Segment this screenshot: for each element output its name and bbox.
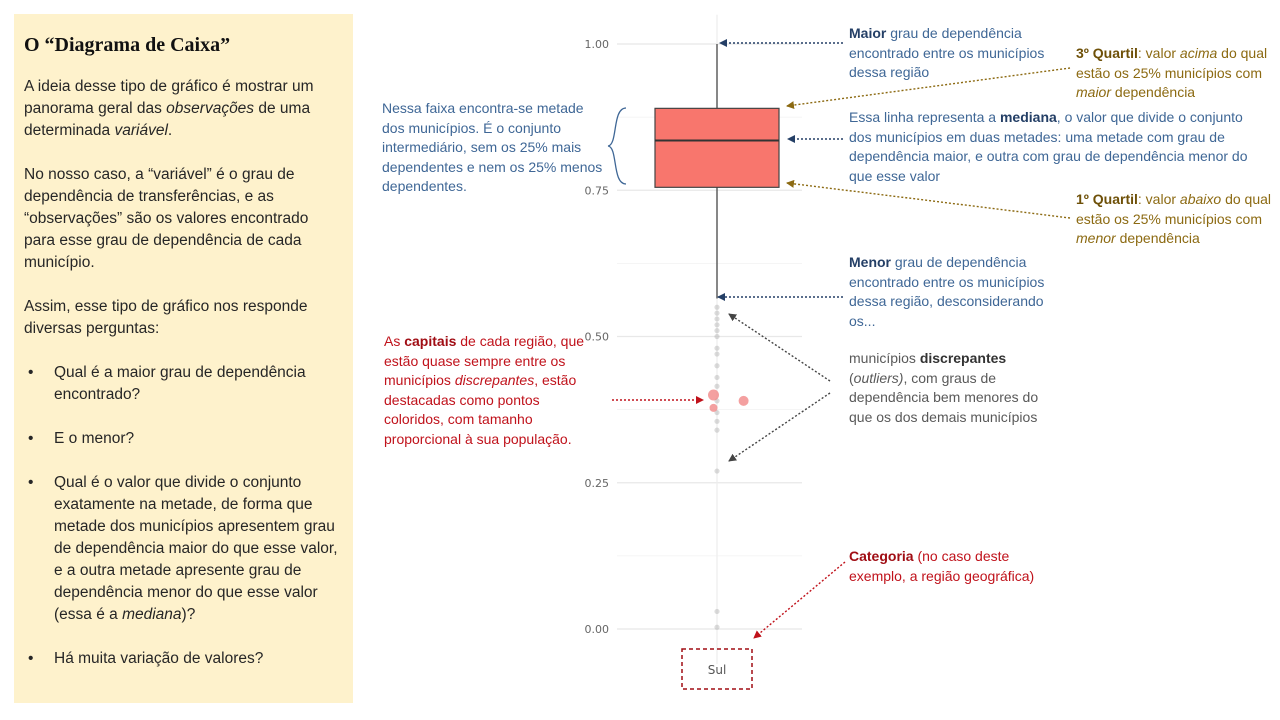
list-item: • Há muita variação de valores?: [24, 648, 343, 670]
outlier-point: [714, 608, 720, 615]
outlier-point: [714, 383, 720, 389]
capital-point: [738, 395, 749, 406]
list-item: • E o menor?: [24, 428, 343, 450]
brace-icon: [607, 107, 627, 185]
annotation-interquartile: Nessa faixa encontra-se metade dos munic…: [382, 100, 603, 194]
category-highlight-box: [681, 648, 753, 690]
outlier-point: [714, 374, 720, 381]
outlier-point: [714, 333, 720, 340]
annotation-capitals: As capitais de cada região, que estão qu…: [384, 333, 585, 447]
arrow-category: [753, 561, 846, 639]
arrow-q1: [786, 179, 1071, 219]
annotation-category: Categoria (no caso deste exemplo, a regi…: [849, 548, 1035, 584]
annotation-median: Essa linha representa a mediana, o valor…: [849, 109, 1248, 184]
bullet-icon: •: [28, 474, 34, 491]
panel-title: O “Diagrama de Caixa”: [24, 34, 231, 56]
y-axis-ticks: 0.00 0.25 0.50 0.75 1.00: [585, 38, 610, 636]
annotation-max: Maior grau de dependência encontrado ent…: [849, 25, 1045, 80]
outlier-point: [714, 304, 720, 310]
outlier-point: [714, 624, 720, 630]
outlier-point: [714, 363, 720, 369]
annotation-outliers: municípios discrepantes (outliers), com …: [849, 350, 1039, 425]
outlier-point: [714, 328, 720, 334]
explanation-panel: O “Diagrama de Caixa” A ideia desse tipo…: [14, 14, 353, 703]
outlier-point: [714, 468, 720, 474]
outlier-point: [714, 418, 720, 424]
annotation-min: Menor grau de dependência encontrado ent…: [849, 254, 1045, 329]
arrow-outliers-top: [728, 313, 831, 382]
annotation-q1: 1º Quartil: valor abaixo do qual estão o…: [1076, 191, 1272, 246]
outlier-point: [714, 427, 720, 433]
y-tick-label: 0.50: [585, 331, 610, 344]
variable-paragraph: No nosso caso, a “variável” é o grau de …: [24, 166, 309, 271]
y-tick-label: 0.75: [585, 184, 610, 197]
outlier-point: [714, 409, 720, 416]
outlier-point: [714, 351, 720, 357]
y-tick-label: 0.00: [585, 623, 610, 636]
y-tick-label: 1.00: [585, 38, 610, 51]
y-tick-label: 0.25: [585, 477, 610, 490]
arrow-q3: [786, 67, 1071, 110]
bullet-icon: •: [28, 430, 34, 447]
questions-intro: Assim, esse tipo de gráfico nos responde…: [24, 298, 308, 337]
outlier-point: [714, 316, 720, 322]
list-item: • Qual é a maior grau de dependência enco…: [28, 364, 306, 403]
intro-paragraph: A ideia desse tipo de gráfico é mostrar …: [24, 78, 314, 139]
capital-point: [708, 389, 719, 401]
iqr-box: [654, 107, 780, 188]
outlier-point: [714, 310, 720, 316]
bullet-icon: •: [28, 364, 34, 381]
x-category-label: Sul: [708, 663, 727, 677]
outlier-point: [714, 322, 720, 328]
capital-point: [709, 403, 718, 412]
questions-list: • Qual é a maior grau de dependência enco…: [24, 362, 343, 670]
bullet-icon: •: [28, 650, 34, 667]
annotation-q3: 3º Quartil: valor acima do qual estão os…: [1076, 45, 1268, 100]
outlier-point: [714, 345, 720, 351]
list-item: • Qual é o valor que divide o conjunto ex…: [28, 474, 338, 623]
plot-area: [654, 44, 780, 630]
arrow-outliers-bottom: [728, 392, 831, 462]
